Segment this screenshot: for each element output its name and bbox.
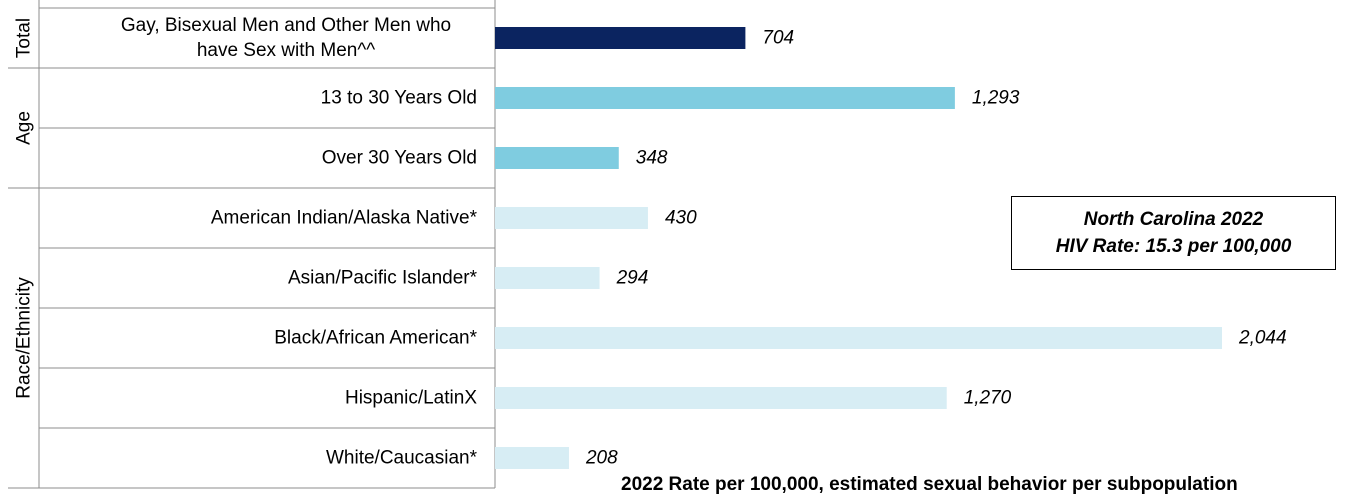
category-label: White/Caucasian* bbox=[326, 448, 478, 469]
bar bbox=[495, 447, 569, 469]
category-label: Asian/Pacific Islander* bbox=[288, 268, 478, 289]
callout-line-2: HIV Rate: 15.3 per 100,000 bbox=[1055, 236, 1292, 257]
value-label: 294 bbox=[616, 268, 649, 289]
value-label: 208 bbox=[585, 448, 618, 469]
category-label: have Sex with Men^^ bbox=[197, 40, 375, 61]
bar bbox=[495, 27, 746, 49]
value-label: 348 bbox=[636, 148, 668, 169]
value-label: 1,293 bbox=[972, 88, 1020, 109]
state-rate-callout: North Carolina 2022 HIV Rate: 15.3 per 1… bbox=[1011, 196, 1336, 270]
category-label: Over 30 Years Old bbox=[322, 148, 477, 169]
chart-footnote: 2022 Rate per 100,000, estimated sexual … bbox=[621, 474, 1238, 495]
category-label: Black/African American* bbox=[274, 328, 477, 349]
callout-line-1: North Carolina 2022 bbox=[1083, 209, 1264, 230]
category-label: American Indian/Alaska Native* bbox=[211, 208, 478, 229]
bar bbox=[495, 207, 648, 229]
group-label-race-ethnicity: Race/Ethnicity bbox=[14, 277, 35, 399]
bar bbox=[495, 147, 619, 169]
value-labels: 704 1,293 348 430 294 2,044 1,270 208 bbox=[585, 28, 1287, 469]
group-label-age: Age bbox=[14, 111, 35, 145]
category-dividers bbox=[8, 0, 496, 489]
category-label: 13 to 30 Years Old bbox=[321, 88, 477, 109]
value-label: 2,044 bbox=[1238, 328, 1287, 349]
value-label: 430 bbox=[665, 208, 697, 229]
group-label-total: Total bbox=[14, 18, 35, 58]
bar bbox=[495, 327, 1222, 349]
bar bbox=[495, 87, 955, 109]
group-labels: Total Age Race/Ethnicity bbox=[14, 18, 35, 399]
value-label: 1,270 bbox=[964, 388, 1012, 409]
category-label: Gay, Bisexual Men and Other Men who bbox=[121, 15, 451, 36]
bars bbox=[495, 27, 1222, 469]
bar bbox=[495, 387, 947, 409]
category-label: Hispanic/LatinX bbox=[345, 388, 477, 409]
category-labels: Gay, Bisexual Men and Other Men who have … bbox=[121, 15, 478, 469]
value-label: 704 bbox=[762, 28, 794, 49]
bar bbox=[495, 267, 600, 289]
